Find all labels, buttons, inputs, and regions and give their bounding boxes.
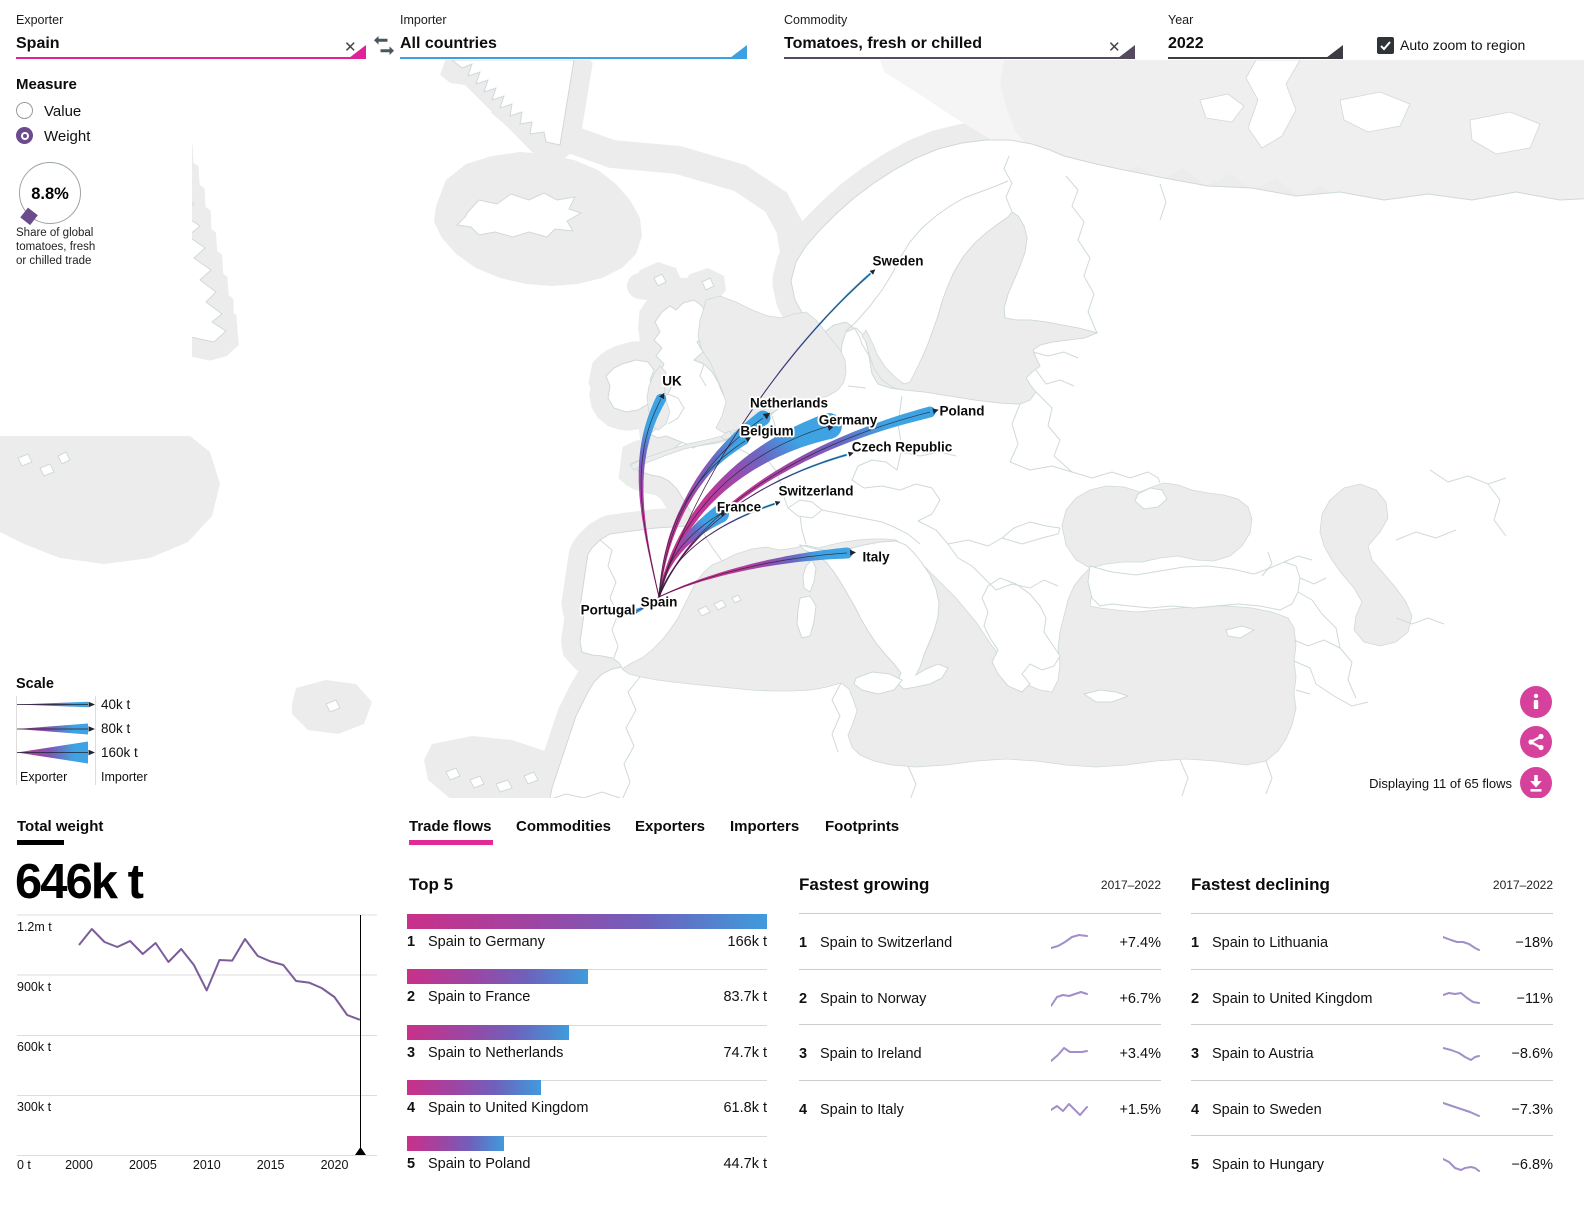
svg-text:2015: 2015 <box>257 1158 285 1172</box>
svg-text:2000: 2000 <box>65 1158 93 1172</box>
svg-text:600k t: 600k t <box>17 1040 52 1054</box>
svg-text:2005: 2005 <box>129 1158 157 1172</box>
svg-text:8.8%: 8.8% <box>31 185 69 203</box>
svg-text:2010: 2010 <box>193 1158 221 1172</box>
svg-text:2020: 2020 <box>321 1158 349 1172</box>
svg-text:300k t: 300k t <box>17 1100 52 1114</box>
svg-text:1.2m t: 1.2m t <box>17 920 52 934</box>
svg-text:0 t: 0 t <box>17 1158 31 1172</box>
svg-text:900k t: 900k t <box>17 980 52 994</box>
